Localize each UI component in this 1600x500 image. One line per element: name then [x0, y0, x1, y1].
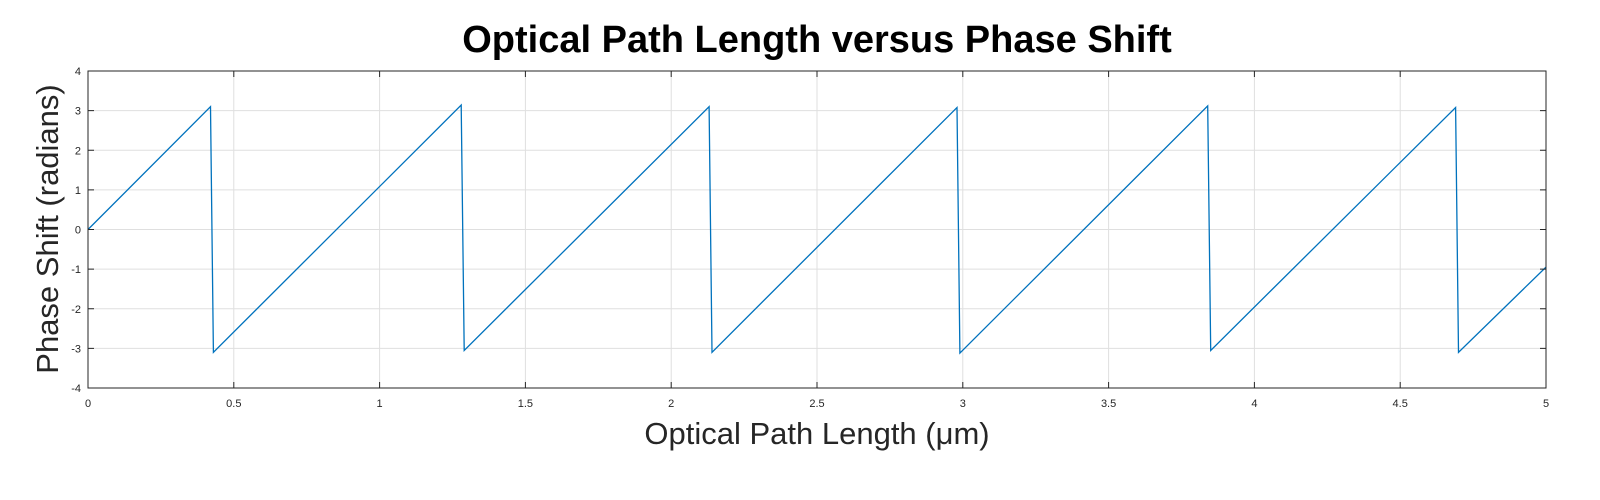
x-tick-label: 4.5: [1393, 398, 1408, 410]
y-tick-label: 3: [75, 106, 81, 118]
y-tick-label: -2: [71, 304, 81, 316]
x-tick-label: 1: [377, 398, 383, 410]
y-tick-label: 4: [75, 66, 81, 78]
series-layer: [87, 103, 1547, 355]
y-tick-label: -1: [71, 264, 81, 276]
x-tick-label: 2: [668, 398, 674, 410]
x-tick-label: 3.5: [1101, 398, 1116, 410]
x-axis-label: Optical Path Length (μm): [644, 416, 989, 451]
y-tick-label: 2: [75, 145, 81, 157]
y-tick-label: 1: [75, 185, 81, 197]
x-tick-label: 5: [1543, 398, 1549, 410]
grid: [88, 71, 1546, 388]
x-tick-label: 0.5: [226, 398, 241, 410]
phase-shift-line: [87, 103, 1547, 355]
x-tick-label: 0: [85, 398, 91, 410]
x-tick-label: 4: [1251, 398, 1257, 410]
x-tick-label: 1.5: [518, 398, 533, 410]
axis-ticks: 0 0.5 1 1.5 2 2.5 3 3.5 4 4.5 5 -4 -3 -2 -1 0 1 2 3 4: [71, 66, 1549, 410]
y-tick-label: -3: [71, 343, 81, 355]
chart-title: Optical Path Length versus Phase Shift: [462, 19, 1172, 61]
y-tick-label: 0: [75, 225, 81, 237]
y-tick-label: -4: [71, 383, 81, 395]
x-tick-label: 2.5: [809, 398, 824, 410]
x-tick-label: 3: [960, 398, 966, 410]
y-axis-label: Phase Shift (radians): [30, 84, 65, 373]
